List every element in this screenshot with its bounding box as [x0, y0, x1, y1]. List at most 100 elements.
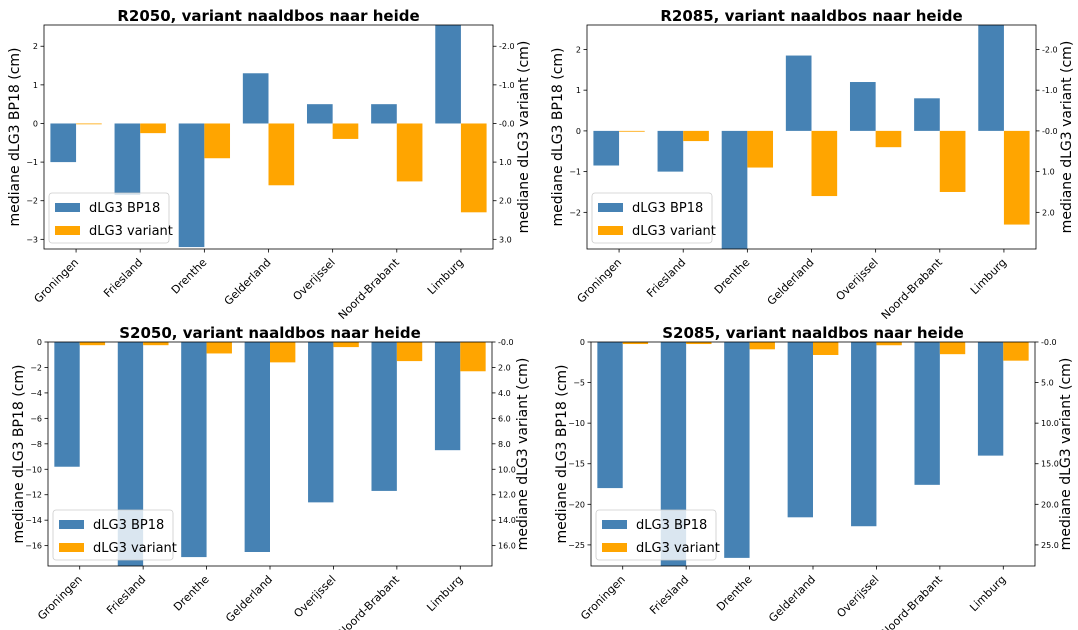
bar-bp18-gelderland — [244, 342, 270, 552]
legend: dLG3 BP18 dLG3 variant — [595, 509, 720, 561]
legend-label: dLG3 BP18 — [636, 518, 707, 533]
bar-bp18-noord-brabant — [371, 342, 397, 491]
x-tick-label: Friesland — [644, 256, 688, 300]
bar-bp18-noord-brabant — [914, 98, 940, 131]
x-tick-label: Overijssel — [291, 573, 338, 620]
y-axis-label-left: mediane dLG3 BP18 (cm) — [7, 47, 23, 226]
bar-variant-gelderland — [270, 342, 296, 363]
right-tick-label: -0.0 — [1042, 127, 1058, 136]
x-tick-label: Overijssel — [290, 256, 337, 303]
x-tick-label: Groningen — [32, 256, 82, 306]
bar-variant-noord-brabant — [396, 342, 423, 362]
left-tick-label: −10 — [568, 419, 585, 428]
chart-panel-4: 0 −5 −10 −15 −20 −25 -0.0 5.0 10.0 15.0 20.0 25.0 Gr… — [554, 324, 1074, 630]
x-tick-label: Gelderland — [222, 256, 274, 308]
legend-label: dLG3 variant — [636, 541, 720, 556]
left-tick-label: −15 — [568, 460, 585, 469]
x-tick-label: Drenthe — [171, 573, 212, 614]
x-tick-label: Drenthe — [712, 256, 753, 297]
bar-bp18-drenthe — [181, 342, 207, 558]
bar-variant-overijssel — [333, 342, 359, 348]
right-tick-label: 2.0 — [1042, 208, 1055, 217]
bar-variant-gelderland — [813, 342, 839, 355]
right-tick-label: 3.0 — [499, 235, 512, 244]
bar-variant-limburg — [1003, 342, 1029, 361]
right-tick-label: 20.0 — [1041, 500, 1059, 509]
bar-variant-gelderland — [811, 130, 838, 197]
right-tick-label: -0.0 — [1041, 338, 1057, 347]
bar-variant-overijssel — [332, 123, 359, 139]
left-tick-label: −2 — [26, 197, 38, 206]
bar-variant-friesland — [683, 130, 709, 142]
x-tick-label: Noord-Brabant — [879, 255, 946, 322]
right-tick-label: 2.0 — [498, 363, 511, 372]
x-tick-label: Gelderland — [765, 256, 817, 308]
left-tick-label: 0 — [580, 338, 585, 347]
bar-variant-friesland — [686, 342, 712, 345]
bar-bp18-noord-brabant — [914, 342, 940, 485]
right-tick-label: 1.0 — [1042, 168, 1055, 177]
right-tick-label: 14.0 — [498, 516, 516, 525]
left-tick-label: −20 — [568, 500, 585, 509]
bar-variant-noord-brabant — [396, 123, 423, 182]
right-tick-label: -2.0 — [1042, 45, 1058, 54]
right-tick-label: 4.0 — [498, 389, 511, 398]
right-tick-label: 2.0 — [499, 197, 512, 206]
legend-swatch-bp18 — [602, 520, 627, 529]
bar-bp18-limburg — [434, 342, 461, 451]
chart-title: R2085, variant naaldbos naar heide — [660, 7, 962, 25]
right-tick-label: 25.0 — [1041, 541, 1059, 550]
bar-bp18-gelderland — [242, 73, 269, 124]
right-tick-label: 8.0 — [498, 440, 511, 449]
left-tick-label: −4 — [30, 389, 42, 398]
x-tick-label: Limburg — [968, 256, 1009, 297]
right-tick-label: -1.0 — [1042, 86, 1058, 95]
bar-bp18-overijssel — [308, 342, 334, 503]
x-tick-label: Limburg — [967, 573, 1008, 614]
left-tick-label: 1 — [33, 81, 38, 90]
left-tick-label: 0 — [33, 119, 38, 128]
legend-swatch-variant — [59, 543, 84, 552]
y-axis-label-right: mediane dLG3 variant (cm) — [1058, 358, 1074, 551]
left-tick-label: −1 — [569, 168, 581, 177]
bar-bp18-gelderland — [787, 342, 813, 518]
left-tick-label: 0 — [576, 127, 581, 136]
left-tick-label: −5 — [573, 379, 585, 388]
legend-swatch-bp18 — [598, 203, 623, 212]
x-tick-label: Groningen — [35, 573, 85, 623]
x-tick-label: Noord-Brabant — [336, 572, 403, 630]
left-tick-label: 1 — [576, 86, 581, 95]
bar-variant-groningen — [622, 342, 649, 345]
legend-label: dLG3 variant — [89, 224, 173, 239]
right-tick-label: 6.0 — [498, 414, 511, 423]
bar-bp18-friesland — [657, 130, 684, 172]
y-axis-label-left: mediane dLG3 BP18 (cm) — [554, 364, 570, 543]
bar-bp18-limburg — [978, 25, 1004, 131]
right-tick-label: 16.0 — [498, 542, 516, 551]
bar-bp18-drenthe — [724, 342, 750, 558]
x-tick-label: Friesland — [101, 256, 145, 300]
left-tick-label: 2 — [33, 42, 38, 51]
y-axis-label-left: mediane dLG3 BP18 (cm) — [11, 364, 27, 543]
y-axis-label-right: mediane dLG3 variant (cm) — [515, 358, 531, 551]
bar-bp18-gelderland — [785, 55, 812, 131]
left-tick-label: −8 — [30, 440, 42, 449]
x-tick-label: Noord-Brabant — [336, 255, 403, 322]
bar-variant-gelderland — [268, 123, 295, 186]
x-tick-label: Gelderland — [223, 573, 275, 625]
legend-label: dLG3 variant — [632, 224, 716, 239]
right-tick-label: -0.0 — [499, 119, 515, 128]
left-tick-label: −1 — [26, 158, 38, 167]
legend-swatch-bp18 — [59, 520, 84, 529]
x-tick-label: Noord-Brabant — [879, 572, 946, 630]
x-tick-label: Gelderland — [766, 573, 818, 625]
bar-variant-noord-brabant — [939, 342, 966, 355]
legend-swatch-variant — [602, 543, 627, 552]
bar-bp18-drenthe — [178, 123, 205, 248]
left-tick-label: −16 — [25, 542, 42, 551]
legend-label: dLG3 BP18 — [93, 518, 164, 533]
bar-variant-limburg — [460, 123, 487, 213]
bar-bp18-groningen — [54, 342, 80, 467]
chart-title: S2050, variant naaldbos naar heide — [119, 324, 421, 342]
